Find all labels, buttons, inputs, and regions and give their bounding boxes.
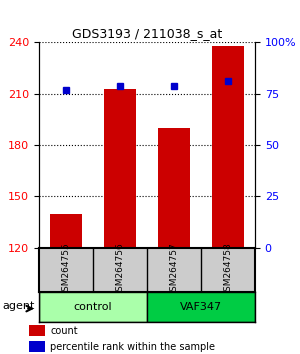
Title: GDS3193 / 211038_s_at: GDS3193 / 211038_s_at — [72, 27, 222, 40]
Text: GSM264758: GSM264758 — [224, 242, 232, 297]
Text: control: control — [74, 302, 112, 312]
Bar — [28, 325, 45, 336]
Bar — [104, 89, 136, 248]
Text: GSM264756: GSM264756 — [116, 242, 124, 297]
Bar — [28, 341, 45, 353]
Bar — [158, 128, 190, 248]
Text: GSM264757: GSM264757 — [169, 242, 178, 297]
Text: GSM264755: GSM264755 — [61, 242, 70, 297]
Text: count: count — [50, 326, 78, 336]
Bar — [50, 213, 82, 248]
Text: percentile rank within the sample: percentile rank within the sample — [50, 342, 215, 352]
Bar — [212, 46, 244, 248]
Bar — [39, 292, 147, 322]
Bar — [147, 292, 255, 322]
Text: VAF347: VAF347 — [180, 302, 222, 312]
Text: agent: agent — [2, 301, 34, 310]
